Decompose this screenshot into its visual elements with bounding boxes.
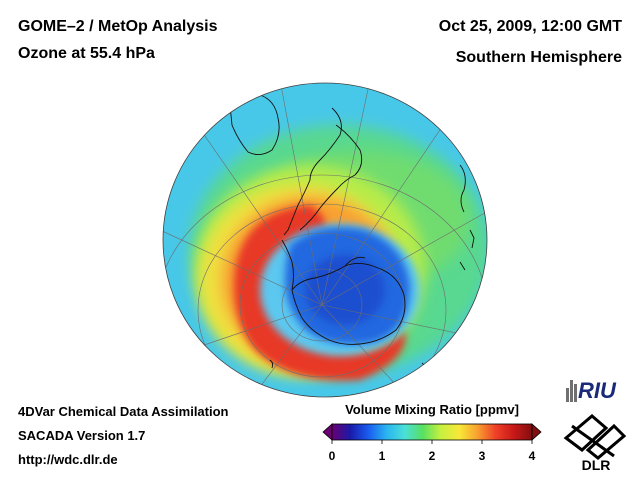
antarctic-peninsula-coastline xyxy=(281,239,294,291)
colorbar-title: Volume Mixing Ratio [ppmv] xyxy=(345,402,519,417)
coastlines xyxy=(229,94,475,379)
south-america-coastline xyxy=(283,107,342,236)
colorbar-min-arrow xyxy=(322,423,333,441)
colorbar-graphic: 0 1 2 3 4 xyxy=(322,423,542,463)
date-label: Oct 25, 2009, 12:00 GMT xyxy=(438,18,622,35)
title-line2: Ozone at 55.4 hPa xyxy=(18,45,155,62)
colorbar-tick-label-3: 3 xyxy=(479,449,486,463)
colorbar-tick-label-0: 0 xyxy=(329,449,336,463)
footer-url: http://wdc.dlr.de xyxy=(18,452,118,467)
dlr-logo: DLR xyxy=(563,414,627,473)
colorbar-tick-label-2: 2 xyxy=(429,449,436,463)
title-line1: GOME–2 / MetOp Analysis xyxy=(18,18,218,35)
ozone-globe-map xyxy=(162,82,488,398)
dlr-logo-text: DLR xyxy=(582,457,611,473)
globe-outline xyxy=(162,82,488,398)
footer-line2: SACADA Version 1.7 xyxy=(18,428,146,443)
colorbar-tick-label-1: 1 xyxy=(379,449,386,463)
antarctica-coastline xyxy=(291,263,406,345)
region-label: Southern Hemisphere xyxy=(455,49,622,66)
colorbar: Volume Mixing Ratio [ppmv] 0 1 2 3 4 xyxy=(318,402,548,472)
riu-logo: RIU xyxy=(566,378,617,403)
colorbar-max-arrow xyxy=(531,423,542,441)
colorbar-gradient xyxy=(331,423,533,441)
colorbar-tick-label-4: 4 xyxy=(529,449,536,463)
footer-line1: 4DVar Chemical Data Assimilation xyxy=(18,404,229,419)
riu-logo-text: RIU xyxy=(578,378,617,403)
ozone-red-collar xyxy=(234,205,406,381)
latitude-circles xyxy=(163,174,487,397)
